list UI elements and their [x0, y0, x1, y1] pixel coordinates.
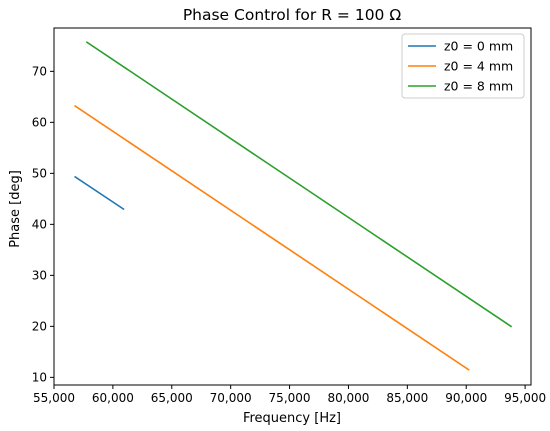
y-axis-label: Phase [deg]	[8, 170, 23, 248]
y-axis-ticks: 10 20 30 40 50 60 70	[32, 64, 54, 384]
plot-frame	[53, 27, 532, 386]
x-tick-label: 55,000	[33, 391, 75, 405]
x-tick-label: 90,000	[445, 391, 487, 405]
chart-title: Phase Control for R = 100 Ω	[183, 6, 402, 24]
legend-label: z0 = 4 mm	[444, 59, 513, 74]
y-tick-label: 10	[32, 370, 47, 384]
x-tick-label: 85,000	[386, 391, 428, 405]
x-axis-ticks: 55,000 60,000 65,000 70,000 75,000 80,000 85,0…	[33, 385, 546, 405]
x-tick-label: 80,000	[327, 391, 369, 405]
series-line-2	[85, 41, 513, 328]
series-line-0	[74, 175, 125, 211]
x-tick-label: 65,000	[151, 391, 193, 405]
x-tick-label: 75,000	[269, 391, 311, 405]
y-tick-label: 20	[32, 319, 47, 333]
y-tick-label: 60	[32, 115, 47, 129]
x-tick-label: 95,000	[504, 391, 546, 405]
legend-box	[401, 33, 525, 99]
plot-lines	[74, 41, 513, 371]
series-line-1	[74, 104, 470, 371]
legend-label: z0 = 0 mm	[444, 39, 513, 54]
y-tick-label: 30	[32, 268, 47, 282]
legend-label: z0 = 8 mm	[444, 79, 513, 94]
y-tick-label: 40	[32, 217, 47, 231]
x-tick-label: 60,000	[92, 391, 134, 405]
x-tick-label: 70,000	[210, 391, 252, 405]
y-tick-label: 50	[32, 166, 47, 180]
y-tick-label: 70	[32, 64, 47, 78]
x-axis-label: Frequency [Hz]	[243, 411, 341, 426]
legend: z0 = 0 mm z0 = 4 mm z0 = 8 mm	[401, 33, 525, 99]
